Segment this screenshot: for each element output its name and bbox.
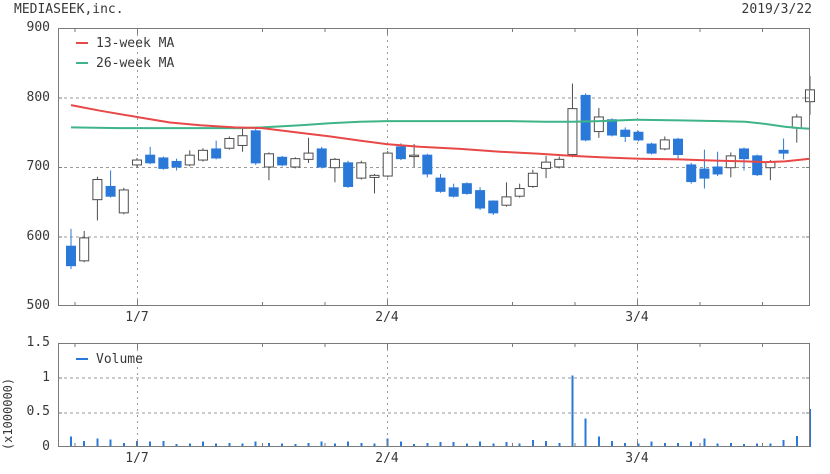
- candle-down: [488, 200, 499, 214]
- candle-up: [356, 162, 367, 179]
- candle-up: [409, 154, 420, 158]
- x-axis-label: 2/4: [375, 310, 399, 325]
- candle-down: [66, 245, 76, 267]
- price-chart: [58, 28, 815, 306]
- candle-down: [316, 148, 327, 168]
- candle-down: [250, 130, 261, 164]
- x-axis-label: 3/4: [625, 310, 649, 325]
- candle-down: [448, 187, 459, 197]
- x-axis-label: 1/7: [125, 310, 149, 325]
- ma26-line-swatch: [76, 62, 88, 64]
- candle-up: [554, 158, 565, 168]
- x-axis-label: 2/4: [375, 451, 399, 466]
- y-axis-label: 1.5: [26, 335, 50, 350]
- volume-legend-label: Volume: [96, 351, 143, 367]
- volume-chart: [58, 343, 811, 447]
- candle-down: [105, 185, 116, 197]
- candle-down: [712, 166, 723, 175]
- candle-up: [224, 138, 235, 149]
- candle-down: [607, 119, 618, 136]
- candle-up: [79, 237, 90, 262]
- candle-down: [686, 164, 697, 183]
- candle-down: [738, 148, 749, 160]
- ma13-line: [70, 104, 811, 164]
- x-axis-label: 3/4: [625, 451, 649, 466]
- candle-up: [527, 172, 538, 187]
- legend-item-ma26: 26-week MA: [76, 53, 174, 73]
- candle-up: [118, 189, 129, 214]
- x-axis-label: 1/7: [125, 451, 149, 466]
- candle-down: [422, 154, 433, 175]
- volume-bars: [70, 375, 811, 447]
- candle-up: [567, 108, 578, 155]
- candle-down: [343, 162, 354, 187]
- candle-up: [303, 152, 314, 160]
- candle-up: [541, 161, 552, 169]
- y-axis-label: 1: [42, 369, 50, 385]
- candle-up: [514, 188, 525, 197]
- candle-up: [237, 135, 248, 146]
- candle-up: [659, 139, 670, 150]
- ma13-legend-label: 13-week MA: [96, 35, 175, 51]
- candle-down: [620, 129, 631, 137]
- y-axis-label: 700: [26, 159, 50, 174]
- candle-up: [329, 158, 340, 169]
- candle-up: [382, 152, 393, 177]
- ma13-line-swatch: [76, 42, 88, 44]
- y-axis-label: 0.5: [26, 404, 50, 420]
- candle-down: [171, 160, 182, 168]
- y-axis-label: 500: [26, 298, 50, 313]
- candle-up: [184, 154, 195, 166]
- candle-down: [435, 177, 446, 192]
- candle-up: [290, 158, 301, 168]
- candle-up: [263, 153, 274, 168]
- candle-down: [277, 156, 288, 166]
- candle-up: [197, 149, 208, 161]
- candle-down: [475, 190, 486, 209]
- stock-title: MEDIASEEK,inc.: [14, 2, 124, 17]
- candle-down: [778, 149, 789, 154]
- candle-down: [646, 143, 657, 154]
- candles-layer: [66, 75, 815, 270]
- volume-axis-border: [58, 343, 810, 447]
- legend-item-ma13: 13-week MA: [76, 33, 174, 53]
- y-axis-label: 0: [42, 439, 50, 454]
- candle-down: [699, 168, 710, 179]
- y-axis-label: 900: [26, 20, 50, 35]
- candle-up: [369, 174, 380, 178]
- candle-up: [131, 159, 142, 166]
- candle-up: [501, 196, 512, 206]
- ma26-legend-label: 26-week MA: [96, 55, 175, 71]
- candle-up: [92, 179, 103, 201]
- y-axis-label: 800: [26, 89, 50, 105]
- candle-down: [673, 138, 684, 155]
- legend-item-volume: Volume: [76, 349, 143, 369]
- candle-up: [593, 116, 604, 133]
- y-axis-label: 600: [26, 228, 50, 244]
- candle-down: [145, 154, 156, 164]
- candle-down: [633, 131, 644, 141]
- ma-legend: 13-week MA 26-week MA: [76, 33, 174, 73]
- candle-down: [395, 146, 406, 160]
- candle-down: [211, 148, 222, 159]
- candle-down: [752, 155, 763, 176]
- price-axis-border: [58, 28, 810, 306]
- grid-layer: [58, 343, 810, 447]
- candle-down: [580, 94, 591, 141]
- candle-down: [158, 157, 169, 169]
- volume-legend: Volume: [76, 349, 143, 369]
- candle-down: [461, 183, 472, 194]
- date-label: 2019/3/22: [741, 2, 812, 17]
- volume-line-swatch: [76, 358, 88, 360]
- candle-up: [791, 116, 802, 129]
